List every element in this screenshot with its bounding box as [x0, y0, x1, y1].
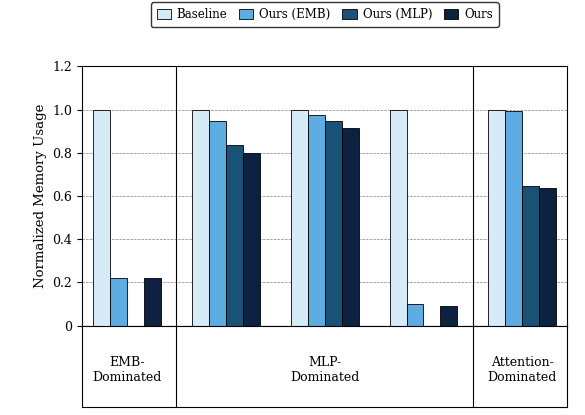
Bar [522, 186, 539, 326]
Bar [539, 188, 556, 326]
Text: MLP-
Dominated: MLP- Dominated [290, 356, 359, 384]
Bar [291, 110, 308, 326]
Bar [110, 278, 127, 326]
Legend: Baseline, Ours (EMB), Ours (MLP), Ours: Baseline, Ours (EMB), Ours (MLP), Ours [151, 2, 498, 27]
Bar [488, 110, 505, 326]
Y-axis label: Normalized Memory Usage: Normalized Memory Usage [34, 104, 47, 288]
Bar [93, 110, 110, 326]
Bar [325, 122, 342, 326]
Bar [144, 278, 161, 326]
Bar [505, 111, 522, 326]
Bar [243, 153, 260, 326]
Text: Attention-
Dominated: Attention- Dominated [487, 356, 557, 384]
Bar [441, 306, 457, 326]
Bar [192, 110, 209, 326]
Bar [308, 115, 325, 326]
Text: EMB-
Dominated: EMB- Dominated [92, 356, 162, 384]
Bar [226, 145, 243, 326]
Bar [407, 304, 424, 326]
Bar [390, 110, 407, 326]
Bar [342, 128, 359, 326]
Bar [209, 122, 226, 326]
